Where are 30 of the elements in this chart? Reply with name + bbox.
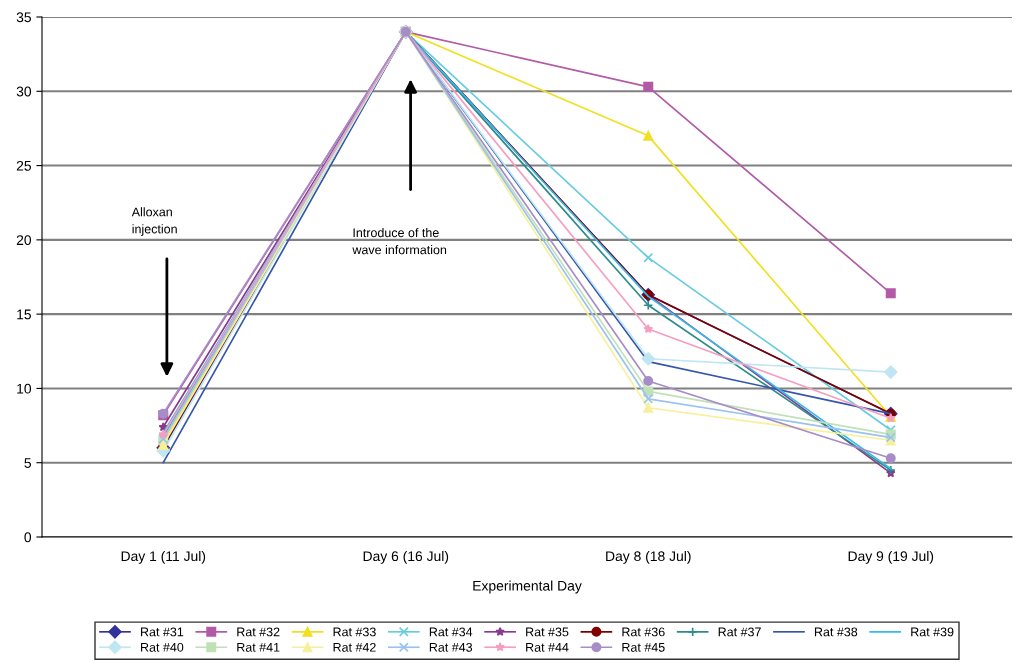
legend-label: Rat #42 [333, 642, 376, 652]
y-tick-label: 0 [24, 532, 32, 543]
legend-label: Rat #41 [237, 643, 280, 652]
y-tick-label: 20 [16, 235, 32, 246]
legend-label: Rat #37 [718, 627, 761, 637]
legend-label: Rat #36 [622, 627, 665, 637]
x-tick-label: Day 8 (18 Jul) [606, 550, 691, 564]
legend-label: Rat #39 [911, 627, 954, 637]
y-tick-label: 15 [17, 309, 31, 320]
y-tick-label: 30 [16, 86, 32, 97]
legend-label: Rat #43 [429, 642, 473, 652]
legend-label: Rat #40 [141, 642, 184, 652]
x-tick-label: Day 9 (19 Jul) [848, 550, 934, 564]
legend-label: Rat #34 [429, 627, 473, 637]
legend-label: Rat #38 [814, 627, 858, 637]
y-tick-label: 35 [16, 12, 31, 23]
legend-label: Rat #32 [237, 627, 280, 637]
annotation: Alloxan injection [131, 207, 177, 236]
legend-label: Rat #33 [333, 627, 376, 637]
y-tick-label: 25 [16, 160, 31, 171]
legend-label: Rat #31 [141, 627, 184, 637]
y-tick-label: 10 [17, 383, 32, 394]
legend-label: Rat #44 [526, 643, 569, 652]
x-tick-label: Day 1 (11 Jul) [121, 550, 206, 564]
y-tick-label: 5 [24, 458, 31, 468]
annotation: Introduce of the wave information [352, 227, 447, 255]
x-tick-label: Day 6 (16 Jul) [363, 550, 449, 564]
legend-label: Rat #45 [622, 643, 665, 652]
legend-label: Rat #35 [526, 627, 569, 637]
x-axis-title: Experimental Day [473, 580, 582, 594]
